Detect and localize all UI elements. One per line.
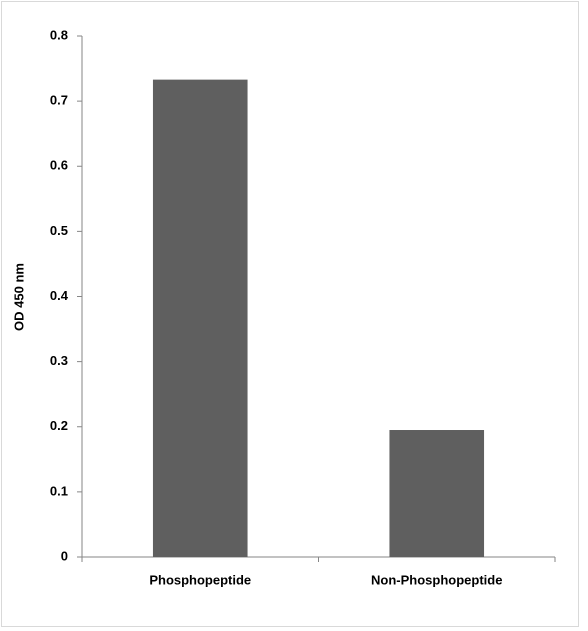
y-tick-label: 0.4 <box>50 288 69 303</box>
x-tick-label: Non-Phosphopeptide <box>371 572 502 587</box>
bar <box>389 430 485 557</box>
y-tick-label: 0 <box>61 548 68 563</box>
y-tick-label: 0.6 <box>50 158 68 173</box>
chart-frame <box>1 1 579 627</box>
y-tick-label: 0.1 <box>50 483 68 498</box>
y-axis-label: OD 450 nm <box>11 263 26 331</box>
y-tick-label: 0.7 <box>50 93 68 108</box>
x-tick-label: Phosphopeptide <box>149 572 251 587</box>
y-tick-label: 0.8 <box>50 27 68 42</box>
bar <box>152 79 248 557</box>
y-tick-label: 0.3 <box>50 353 68 368</box>
y-tick-label: 0.5 <box>50 223 68 238</box>
y-tick-label: 0.2 <box>50 418 68 433</box>
